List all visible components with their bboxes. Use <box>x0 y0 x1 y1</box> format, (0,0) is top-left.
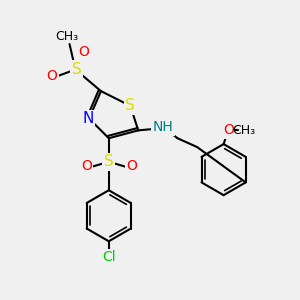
Text: S: S <box>104 154 114 169</box>
Text: CH₃: CH₃ <box>55 30 78 43</box>
Text: O: O <box>126 159 137 173</box>
Text: Cl: Cl <box>102 250 116 264</box>
Text: CH₃: CH₃ <box>233 124 256 137</box>
Text: O: O <box>78 45 89 59</box>
Text: O: O <box>46 69 57 83</box>
Text: S: S <box>125 98 135 113</box>
Text: S: S <box>71 62 81 77</box>
Text: O: O <box>81 159 92 173</box>
Text: NH: NH <box>152 120 173 134</box>
Text: N: N <box>82 111 94 126</box>
Text: O: O <box>223 123 234 137</box>
